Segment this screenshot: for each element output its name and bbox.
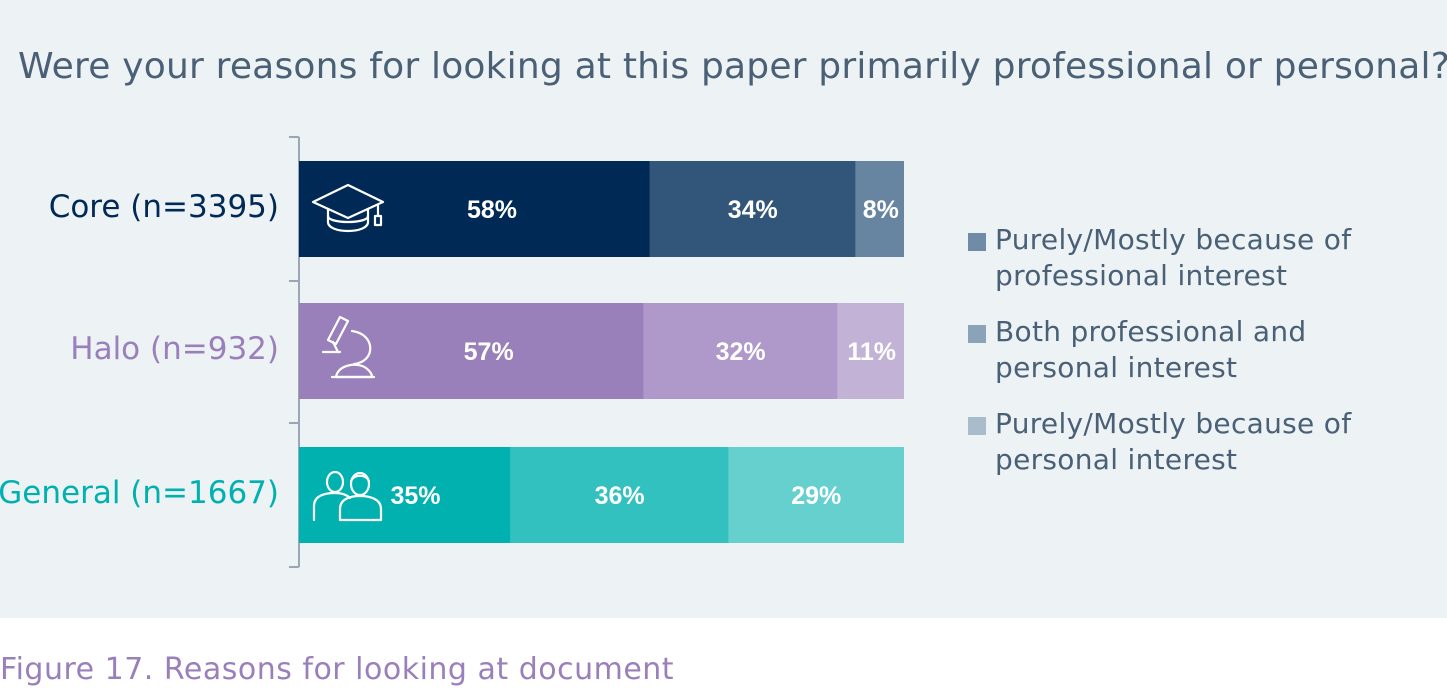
bar-core-series-1: [299, 161, 650, 257]
legend-swatch-1: [968, 233, 986, 251]
category-label-halo: Halo (n=932): [70, 331, 279, 367]
stacked-bar-plot: 58% 34% 8% 57% 32% 11% 35% 36% 29%: [289, 136, 904, 568]
bars: [299, 161, 904, 543]
legend-label-2: Both professional and personal interest: [995, 315, 1307, 384]
data-label-halo-3: 11%: [847, 338, 896, 366]
figure-caption: Figure 17. Reasons for looking at docume…: [0, 652, 675, 687]
legend-item-3: Purely/Mostly because of personal intere…: [968, 406, 1438, 478]
category-label-core: Core (n=3395): [48, 189, 279, 225]
data-label-general-2: 36%: [595, 482, 645, 510]
chart-title: Were your reasons for looking at this pa…: [18, 46, 1447, 87]
legend-label-3: Purely/Mostly because of personal intere…: [995, 407, 1352, 476]
bar-general-series-2: [510, 447, 729, 543]
legend-label-1: Purely/Mostly because of professional in…: [995, 223, 1352, 292]
data-label-core-3: 8%: [863, 196, 899, 224]
bar-core-series-3: [855, 161, 904, 257]
legend-item-2: Both professional and personal interest: [968, 314, 1438, 386]
people-icon: [312, 470, 383, 522]
data-label-core-1: 58%: [467, 196, 517, 224]
legend-item-1: Purely/Mostly because of professional in…: [968, 222, 1438, 294]
data-label-general-1: 35%: [390, 482, 440, 510]
bar-general-series-3: [728, 447, 904, 543]
data-label-halo-2: 32%: [716, 338, 766, 366]
bar-core-series-2: [649, 161, 856, 257]
legend-swatch-3: [968, 417, 986, 435]
data-label-halo-1: 57%: [464, 338, 514, 366]
bar-halo-series-2: [643, 303, 838, 399]
data-labels: 58% 34% 8% 57% 32% 11% 35% 36% 29%: [390, 196, 898, 510]
data-label-general-3: 29%: [791, 482, 841, 510]
microscope-icon: [321, 315, 376, 379]
legend-swatch-2: [968, 325, 986, 343]
bar-halo-series-1: [299, 303, 644, 399]
category-axis: [289, 136, 300, 568]
category-label-general: General (n=1667): [0, 475, 279, 511]
graduation-cap-icon: [311, 183, 385, 233]
data-label-core-2: 34%: [728, 196, 778, 224]
bar-halo-series-3: [837, 303, 904, 399]
chart-panel: Were your reasons for looking at this pa…: [0, 0, 1447, 618]
category-icons: [311, 183, 385, 522]
legend: Purely/Mostly because of professional in…: [968, 222, 1438, 498]
bar-general-series-1: [299, 447, 511, 543]
